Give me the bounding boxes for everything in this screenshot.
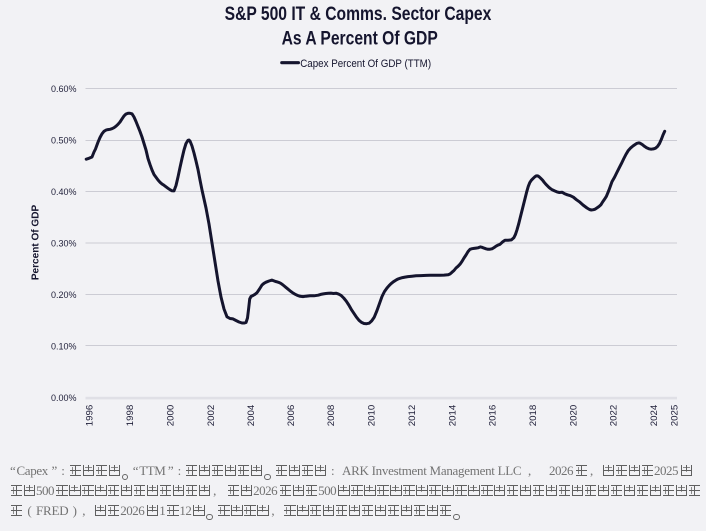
- svg-text:2020: 2020: [569, 405, 579, 427]
- svg-text:2004: 2004: [246, 405, 256, 427]
- svg-text:0.40%: 0.40%: [51, 187, 77, 197]
- svg-text:1998: 1998: [125, 405, 135, 427]
- svg-text:0.50%: 0.50%: [51, 136, 77, 146]
- svg-text:0.60%: 0.60%: [51, 84, 77, 94]
- svg-text:2006: 2006: [286, 405, 296, 427]
- svg-text:2022: 2022: [609, 405, 619, 427]
- svg-text:2000: 2000: [165, 405, 175, 427]
- svg-text:0.00%: 0.00%: [51, 393, 77, 403]
- svg-text:2012: 2012: [407, 405, 417, 427]
- svg-text:2002: 2002: [206, 405, 216, 427]
- svg-text:2010: 2010: [367, 405, 377, 427]
- svg-text:0.30%: 0.30%: [51, 239, 77, 249]
- svg-text:2008: 2008: [326, 405, 336, 427]
- svg-text:2014: 2014: [448, 405, 458, 427]
- svg-text:As A Percent Of GDP: As A Percent Of GDP: [282, 28, 438, 49]
- svg-text:S&P 500 IT & Comms. Sector Cap: S&P 500 IT & Comms. Sector Capex: [225, 4, 492, 25]
- svg-text:0.20%: 0.20%: [51, 290, 77, 300]
- svg-text:0.10%: 0.10%: [51, 342, 77, 352]
- svg-text:2016: 2016: [488, 405, 498, 427]
- svg-text:Percent Of GDP: Percent Of GDP: [31, 205, 42, 281]
- svg-text:Capex Percent Of GDP (TTM): Capex Percent Of GDP (TTM): [300, 58, 431, 70]
- svg-text:2018: 2018: [528, 405, 538, 427]
- svg-text:2024: 2024: [649, 405, 659, 427]
- svg-text:2025: 2025: [670, 405, 680, 427]
- svg-text:1996: 1996: [85, 405, 95, 427]
